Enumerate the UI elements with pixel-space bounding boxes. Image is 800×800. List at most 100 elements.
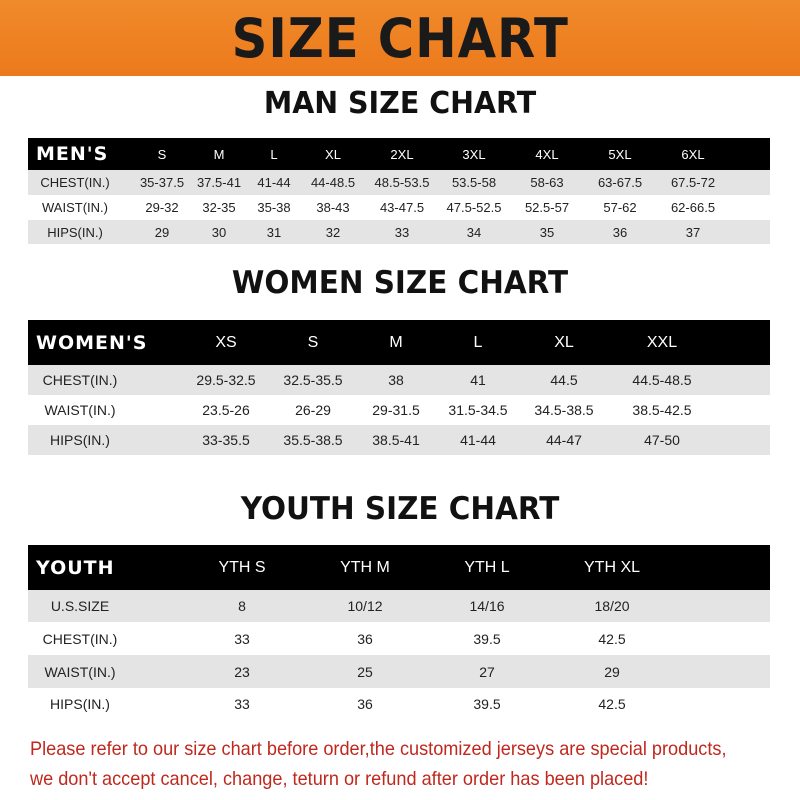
table-row: U.S.SIZE 8 10/12 14/16 18/20 <box>28 590 770 622</box>
table-cell: 35-37.5 <box>139 175 185 190</box>
table-row: HIPS(IN.) 29 30 31 32 33 34 35 36 37 <box>28 220 770 244</box>
table-header-row: WOMEN'S XS S M L XL XXL <box>28 320 770 365</box>
table-row: CHEST(IN.) 35-37.5 37.5-41 41-44 44-48.5 48.5… <box>28 170 770 195</box>
size-header-cell: M <box>213 146 225 162</box>
table-cell: 34 <box>466 224 482 240</box>
table-cell: 33 <box>394 224 410 240</box>
size-header-cell: YTH S <box>218 558 266 576</box>
size-header-cell: XXL <box>646 333 678 351</box>
table-cell: 18/20 <box>594 598 630 614</box>
table-cell: 38.5-42.5 <box>632 402 692 418</box>
table-row: WAIST(IN.) 23.5-26 26-29 29-31.5 31.5-34.5 34… <box>28 395 770 425</box>
table-cell: 58-63 <box>530 175 564 190</box>
table-cell: 47-50 <box>644 432 680 448</box>
row-label: WAIST(IN.) <box>42 200 108 215</box>
size-header-cell: YTH M <box>340 558 390 576</box>
table-cell: 42.5 <box>598 695 626 712</box>
size-header-cell: 4XL <box>535 146 559 162</box>
table-cell: 36 <box>357 695 373 712</box>
size-header-cell: 2XL <box>390 146 414 162</box>
row-label: HIPS(IN.) <box>50 695 110 712</box>
table-cell: 27 <box>479 663 495 680</box>
table-cell: 39.5 <box>473 630 501 647</box>
table-cell: 35 <box>539 224 555 240</box>
order-notice: Please refer to our size chart before or… <box>30 734 737 794</box>
row-label: U.S.SIZE <box>50 598 110 614</box>
size-header-cell: S <box>157 146 167 162</box>
row-label: WAIST(IN.) <box>44 402 116 418</box>
table-row: HIPS(IN.) 33-35.5 35.5-38.5 38.5-41 41-44 44-… <box>28 425 770 455</box>
table-cell: 62-66.5 <box>670 200 716 215</box>
table-cell: 44-48.5 <box>310 175 356 190</box>
table-cell: 34.5-38.5 <box>534 402 594 418</box>
table-cell: 29-31.5 <box>372 402 420 418</box>
size-header-cell: XL <box>325 146 341 162</box>
table-cell: 52.5-57 <box>524 200 570 215</box>
table-cell: 33-35.5 <box>202 432 250 448</box>
row-label: WAIST(IN.) <box>44 663 116 680</box>
table-cell: 30 <box>211 224 227 240</box>
size-header-cell: 3XL <box>462 146 486 162</box>
table-cell: 32-35 <box>202 200 236 215</box>
table-header-row: YOUTH YTH S YTH M YTH L YTH XL <box>28 545 770 590</box>
size-header-cell: 5XL <box>608 146 632 162</box>
table-cell: 57-62 <box>603 200 637 215</box>
table-cell: 36 <box>357 630 373 647</box>
table-row: CHEST(IN.) 33 36 39.5 42.5 <box>28 622 770 655</box>
size-header-cell: YTH L <box>464 558 510 576</box>
table-cell: 44.5 <box>550 372 578 388</box>
size-header-cell: XS <box>215 333 237 351</box>
table-cell: 10/12 <box>347 598 383 614</box>
table-cell: 33 <box>234 695 250 712</box>
table-cell: 42.5 <box>598 630 626 647</box>
table-cell: 32 <box>325 224 341 240</box>
table-cell: 23 <box>234 663 250 680</box>
table-cell: 41 <box>470 372 486 388</box>
table-cell: 36 <box>612 224 628 240</box>
table-cell: 47.5-52.5 <box>446 200 502 215</box>
banner: SIZE CHART <box>0 0 800 76</box>
table-cell: 48.5-53.5 <box>374 175 430 190</box>
row-label: CHEST(IN.) <box>42 372 118 388</box>
table-title-cell: MEN'S <box>36 143 109 165</box>
size-header-cell: 6XL <box>681 146 705 162</box>
table-cell: 26-29 <box>295 402 331 418</box>
table-cell: 29.5-32.5 <box>196 372 256 388</box>
table-header-row: MEN'S S M L XL 2XL 3XL 4XL 5XL 6XL <box>28 138 770 170</box>
size-header-cell: YTH XL <box>583 558 641 576</box>
table-row: CHEST(IN.) 29.5-32.5 32.5-35.5 38 41 44.5 44.5… <box>28 365 770 395</box>
table-cell: 41-44 <box>460 432 496 448</box>
table-cell: 33 <box>234 630 250 647</box>
table-title-cell: YOUTH <box>36 556 115 579</box>
women-size-table: WOMEN'S XS S M L XL XXL CHEST(IN.) 29.5-32.5 32.5… <box>28 320 770 455</box>
notice-line: we don't accept cancel, change, teturn o… <box>30 768 649 790</box>
row-label: CHEST(IN.) <box>42 630 118 647</box>
row-label: HIPS(IN.) <box>50 432 110 448</box>
table-cell: 29-32 <box>145 200 179 215</box>
table-cell: 44-47 <box>546 432 582 448</box>
table-cell: 38.5-41 <box>372 432 420 448</box>
table-row: HIPS(IN.) 33 36 39.5 42.5 <box>28 688 770 719</box>
table-title-cell: WOMEN'S <box>36 331 148 354</box>
men-size-table: MEN'S S M L XL 2XL 3XL 4XL 5XL 6XL CHEST(IN.) 35-37… <box>28 138 770 244</box>
table-cell: 38-43 <box>316 200 350 215</box>
table-cell: 8 <box>238 598 246 614</box>
table-cell: 43-47.5 <box>379 200 425 215</box>
size-header-cell: L <box>270 146 278 162</box>
table-cell: 41-44 <box>257 175 291 190</box>
table-cell: 38 <box>388 372 404 388</box>
page-title: SIZE CHART <box>231 6 569 70</box>
row-label: CHEST(IN.) <box>40 175 110 190</box>
youth-size-table: YOUTH YTH S YTH M YTH L YTH XL U.S.SIZE 8 10/12… <box>28 545 770 719</box>
table-cell: 23.5-26 <box>202 402 250 418</box>
size-header-cell: L <box>473 333 483 351</box>
size-header-cell: XL <box>554 333 574 351</box>
table-cell: 63-67.5 <box>597 175 643 190</box>
table-cell: 31.5-34.5 <box>448 402 508 418</box>
notice-line: Please refer to our size chart before or… <box>30 738 727 760</box>
table-cell: 37.5-41 <box>196 175 242 190</box>
men-section-title: MAN SIZE CHART <box>263 86 537 121</box>
table-cell: 39.5 <box>473 695 501 712</box>
size-header-cell: S <box>307 333 319 351</box>
youth-section-title: YOUTH SIZE CHART <box>240 491 560 527</box>
